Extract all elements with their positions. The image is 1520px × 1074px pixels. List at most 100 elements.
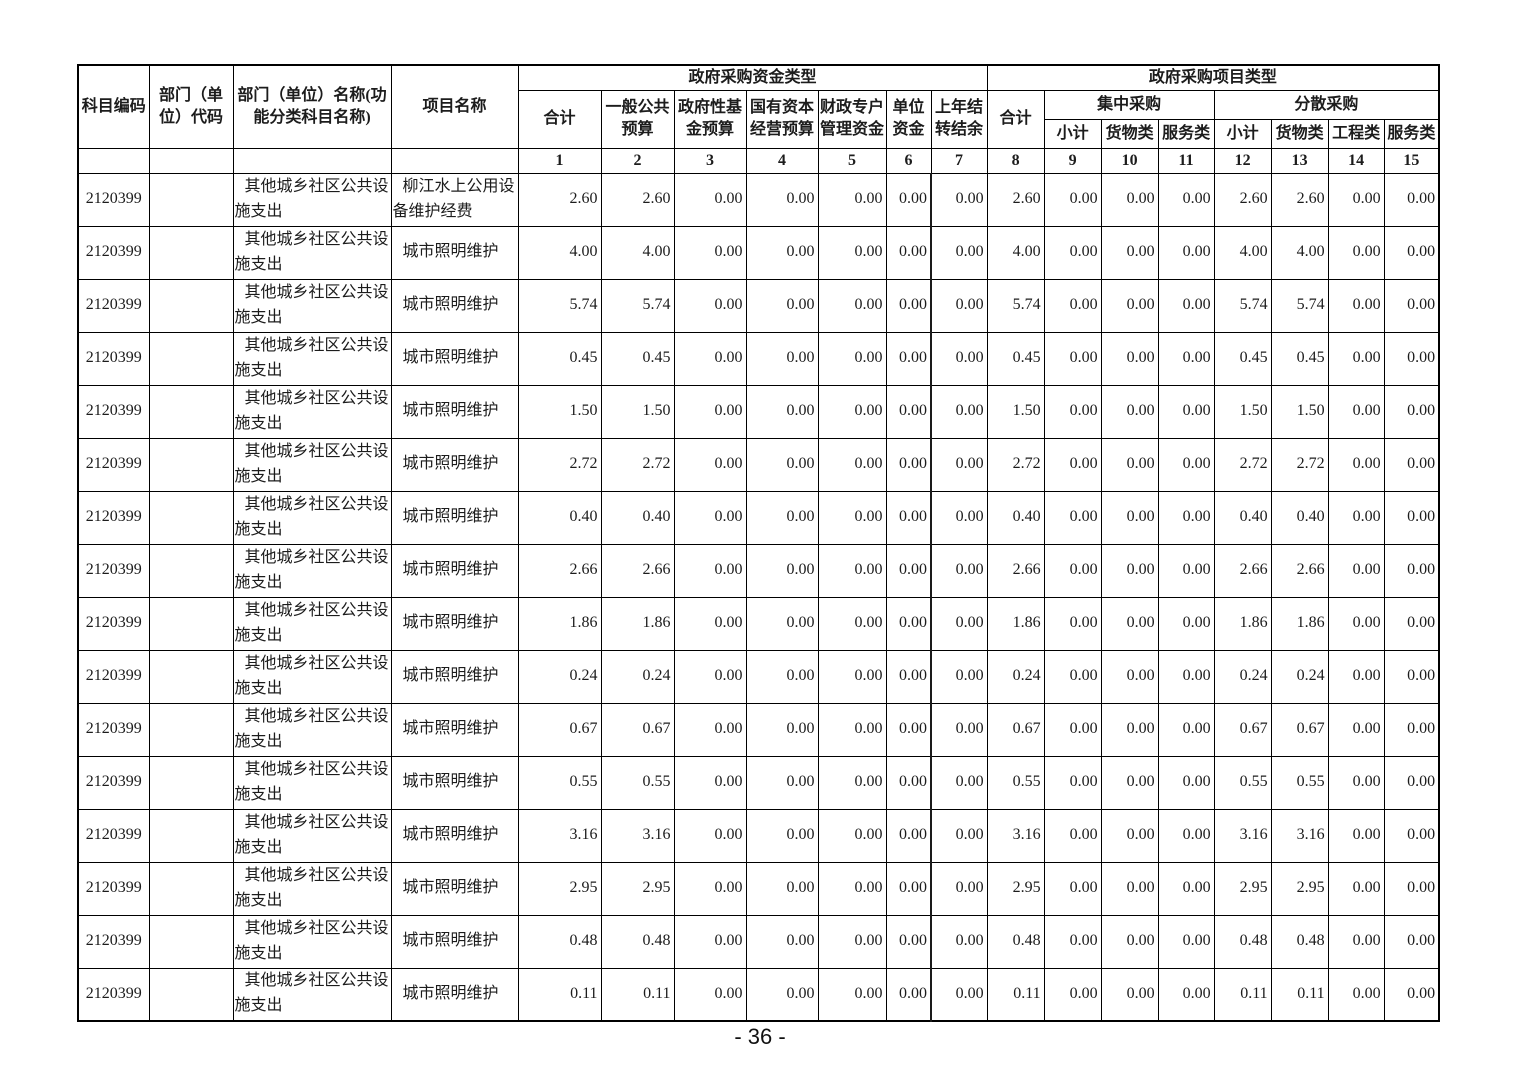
cell-value-col2: 2.95 bbox=[600, 861, 675, 916]
cell-value-col2: 2.60 bbox=[600, 172, 675, 227]
cell-project-name: 城市照明维护 bbox=[390, 967, 519, 1022]
cell-value-col1: 2.66 bbox=[517, 543, 602, 598]
cell-project-name: 城市照明维护 bbox=[390, 808, 519, 863]
table-row: 2120399 其他城乡社区公共设施支出 城市照明维护 0.24 0.24 0.… bbox=[77, 649, 1440, 704]
cell-value-col4: 0.00 bbox=[745, 702, 819, 757]
cell-dept-name: 其他城乡社区公共设施支出 bbox=[232, 437, 392, 492]
cell-value-col14: 0.00 bbox=[1327, 649, 1385, 704]
cell-value-col15: 0.00 bbox=[1383, 861, 1440, 916]
cell-value-col13: 4.00 bbox=[1270, 225, 1329, 280]
cell-value-col11: 0.00 bbox=[1157, 967, 1215, 1022]
cell-value-col14: 0.00 bbox=[1327, 437, 1385, 492]
cell-value-col10: 0.00 bbox=[1100, 543, 1159, 598]
cell-value-col9: 0.00 bbox=[1043, 384, 1102, 439]
cell-value-col15: 0.00 bbox=[1383, 596, 1440, 651]
cell-value-col2: 3.16 bbox=[600, 808, 675, 863]
cell-value-col13: 0.11 bbox=[1270, 967, 1329, 1022]
table-row: 2120399 其他城乡社区公共设施支出 城市照明维护 0.55 0.55 0.… bbox=[77, 755, 1440, 810]
cell-dept-name: 其他城乡社区公共设施支出 bbox=[232, 861, 392, 916]
cell-value-col14: 0.00 bbox=[1327, 914, 1385, 969]
cell-value-col13: 0.24 bbox=[1270, 649, 1329, 704]
cell-value-col11: 0.00 bbox=[1157, 649, 1215, 704]
cell-project-name: 城市照明维护 bbox=[390, 331, 519, 386]
cell-dept-name: 其他城乡社区公共设施支出 bbox=[232, 649, 392, 704]
cell-value-col9: 0.00 bbox=[1043, 702, 1102, 757]
col-header-unit-funds: 单位资金 bbox=[885, 89, 932, 149]
cell-value-col13: 2.72 bbox=[1270, 437, 1329, 492]
cell-value-col12: 0.40 bbox=[1213, 490, 1272, 545]
cell-value-col1: 2.95 bbox=[517, 861, 602, 916]
cell-dept-code bbox=[148, 596, 234, 651]
cell-project-name: 城市照明维护 bbox=[390, 490, 519, 545]
cell-subject-code: 2120399 bbox=[77, 702, 150, 757]
col-header-cent-subtotal: 小计 bbox=[1043, 118, 1102, 149]
cell-value-col8: 0.24 bbox=[986, 649, 1045, 704]
col-number: 10 bbox=[1100, 147, 1159, 174]
cell-value-col15: 0.00 bbox=[1383, 808, 1440, 863]
cell-value-col3: 0.00 bbox=[673, 967, 747, 1022]
cell-value-col2: 2.66 bbox=[600, 543, 675, 598]
cell-project-name: 城市照明维护 bbox=[390, 384, 519, 439]
cell-value-col6: 0.00 bbox=[885, 755, 932, 810]
cell-project-name: 城市照明维护 bbox=[390, 649, 519, 704]
cell-value-col6: 0.00 bbox=[885, 225, 932, 280]
cell-value-col6: 0.00 bbox=[885, 543, 932, 598]
cell-value-col7: 0.00 bbox=[929, 278, 988, 333]
cell-value-col5: 0.00 bbox=[817, 967, 887, 1022]
cell-value-col15: 0.00 bbox=[1383, 914, 1440, 969]
table-row: 2120399 其他城乡社区公共设施支出 城市照明维护 1.50 1.50 0.… bbox=[77, 384, 1440, 439]
col-header-dept-code: 部门（单位）代码 bbox=[148, 64, 234, 149]
cell-value-col9: 0.00 bbox=[1043, 967, 1102, 1022]
col-header-cent-services: 服务类 bbox=[1157, 118, 1215, 149]
cell-value-col15: 0.00 bbox=[1383, 543, 1440, 598]
cell-value-col9: 0.00 bbox=[1043, 225, 1102, 280]
cell-dept-name: 其他城乡社区公共设施支出 bbox=[232, 172, 392, 227]
cell-value-col15: 0.00 bbox=[1383, 172, 1440, 227]
cell-value-col2: 4.00 bbox=[600, 225, 675, 280]
table-row: 2120399 其他城乡社区公共设施支出 城市照明维护 5.74 5.74 0.… bbox=[77, 278, 1440, 333]
cell-value-col3: 0.00 bbox=[673, 437, 747, 492]
col-number: 3 bbox=[673, 147, 747, 174]
table-row: 2120399 其他城乡社区公共设施支出 城市照明维护 2.95 2.95 0.… bbox=[77, 861, 1440, 916]
cell-value-col12: 0.45 bbox=[1213, 331, 1272, 386]
cell-dept-code bbox=[148, 437, 234, 492]
cell-value-col5: 0.00 bbox=[817, 755, 887, 810]
cell-value-col5: 0.00 bbox=[817, 543, 887, 598]
cell-value-col8: 2.72 bbox=[986, 437, 1045, 492]
cell-value-col4: 0.00 bbox=[745, 331, 819, 386]
cell-value-col7: 0.00 bbox=[929, 967, 988, 1022]
cell-value-col9: 0.00 bbox=[1043, 596, 1102, 651]
cell-value-col13: 2.66 bbox=[1270, 543, 1329, 598]
cell-value-col15: 0.00 bbox=[1383, 755, 1440, 810]
table-row: 2120399 其他城乡社区公共设施支出 柳江水上公用设备维护经费 2.60 2… bbox=[77, 172, 1440, 227]
cell-subject-code: 2120399 bbox=[77, 278, 150, 333]
cell-value-col2: 1.50 bbox=[600, 384, 675, 439]
cell-value-col8: 0.45 bbox=[986, 331, 1045, 386]
cell-value-col2: 1.86 bbox=[600, 596, 675, 651]
cell-value-col11: 0.00 bbox=[1157, 861, 1215, 916]
col-number: 15 bbox=[1383, 147, 1440, 174]
col-number: 12 bbox=[1213, 147, 1272, 174]
group-header-fund-type: 政府采购资金类型 bbox=[517, 64, 988, 91]
group-header-centralized: 集中采购 bbox=[1043, 89, 1215, 120]
cell-value-col12: 0.67 bbox=[1213, 702, 1272, 757]
cell-value-col8: 1.50 bbox=[986, 384, 1045, 439]
cell-value-col6: 0.00 bbox=[885, 702, 932, 757]
cell-value-col10: 0.00 bbox=[1100, 172, 1159, 227]
cell-value-col3: 0.00 bbox=[673, 702, 747, 757]
cell-value-col4: 0.00 bbox=[745, 543, 819, 598]
cell-value-col11: 0.00 bbox=[1157, 437, 1215, 492]
cell-value-col1: 2.72 bbox=[517, 437, 602, 492]
cell-value-col2: 0.45 bbox=[600, 331, 675, 386]
cell-value-col7: 0.00 bbox=[929, 755, 988, 810]
table-row: 2120399 其他城乡社区公共设施支出 城市照明维护 2.66 2.66 0.… bbox=[77, 543, 1440, 598]
cell-value-col9: 0.00 bbox=[1043, 914, 1102, 969]
table-row: 2120399 其他城乡社区公共设施支出 城市照明维护 4.00 4.00 0.… bbox=[77, 225, 1440, 280]
cell-value-col14: 0.00 bbox=[1327, 596, 1385, 651]
cell-value-col10: 0.00 bbox=[1100, 967, 1159, 1022]
cell-value-col6: 0.00 bbox=[885, 331, 932, 386]
cell-value-col11: 0.00 bbox=[1157, 914, 1215, 969]
cell-value-col6: 0.00 bbox=[885, 278, 932, 333]
cell-value-col14: 0.00 bbox=[1327, 755, 1385, 810]
cell-value-col15: 0.00 bbox=[1383, 490, 1440, 545]
